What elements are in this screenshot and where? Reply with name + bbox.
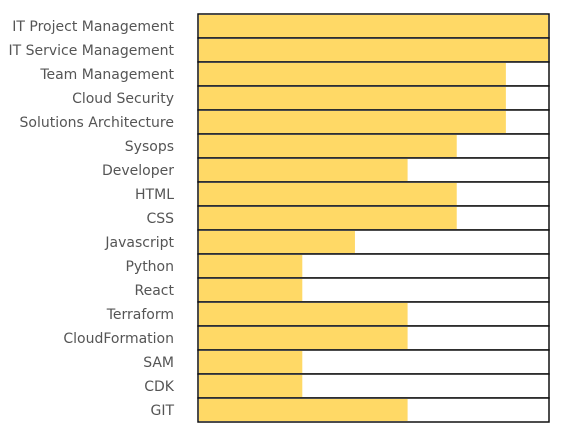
- bar: [199, 399, 408, 421]
- bar-row: HTML: [135, 181, 550, 207]
- bar: [199, 15, 548, 37]
- bar-row: CDK: [144, 373, 550, 399]
- bar-row: CloudFormation: [63, 325, 550, 351]
- bar-row: IT Project Management: [12, 13, 550, 39]
- category-label: Solutions Architecture: [20, 115, 175, 131]
- bar-row: React: [135, 277, 550, 303]
- bar: [199, 63, 506, 85]
- bar-row: SAM: [143, 349, 550, 375]
- category-label: CSS: [146, 211, 174, 227]
- category-label: GIT: [150, 403, 174, 419]
- bar-row: Sysops: [125, 133, 550, 159]
- category-label: HTML: [135, 187, 174, 203]
- bar: [199, 39, 548, 61]
- category-label: Developer: [102, 163, 174, 179]
- bar-row: IT Service Management: [8, 37, 550, 63]
- bar: [199, 87, 506, 109]
- bar-row: GIT: [150, 397, 550, 423]
- bar: [199, 183, 457, 205]
- category-label: Python: [125, 259, 174, 275]
- bar-row: Solutions Architecture: [20, 109, 550, 135]
- category-label: React: [135, 283, 175, 299]
- bar: [199, 231, 355, 253]
- bar: [199, 303, 408, 325]
- bar: [199, 351, 303, 373]
- bar: [199, 255, 303, 277]
- category-label: SAM: [143, 355, 174, 371]
- category-label: Sysops: [125, 139, 174, 155]
- bar: [199, 207, 457, 229]
- category-label: CDK: [144, 379, 175, 395]
- category-label: CloudFormation: [63, 331, 174, 347]
- bar: [199, 135, 457, 157]
- bar-row: CSS: [146, 205, 550, 231]
- bar-row: Python: [125, 253, 550, 279]
- bar: [199, 279, 303, 301]
- bar: [199, 111, 506, 133]
- bar: [199, 327, 408, 349]
- bar-row: Terraform: [106, 301, 550, 327]
- category-label: Javascript: [104, 235, 174, 251]
- bar-rows: IT Project Management IT Service Manageme…: [8, 13, 550, 423]
- category-label: Cloud Security: [72, 91, 174, 107]
- category-label: Team Management: [39, 67, 174, 83]
- bar-row: Cloud Security: [72, 85, 550, 111]
- bar-row: Developer: [102, 157, 550, 183]
- category-label: IT Service Management: [8, 43, 174, 59]
- category-label: IT Project Management: [12, 19, 174, 35]
- bar: [199, 159, 408, 181]
- category-label: Terraform: [106, 307, 174, 323]
- bar-row: Javascript: [104, 229, 550, 255]
- bar-row: Team Management: [39, 61, 550, 87]
- bar: [199, 375, 303, 397]
